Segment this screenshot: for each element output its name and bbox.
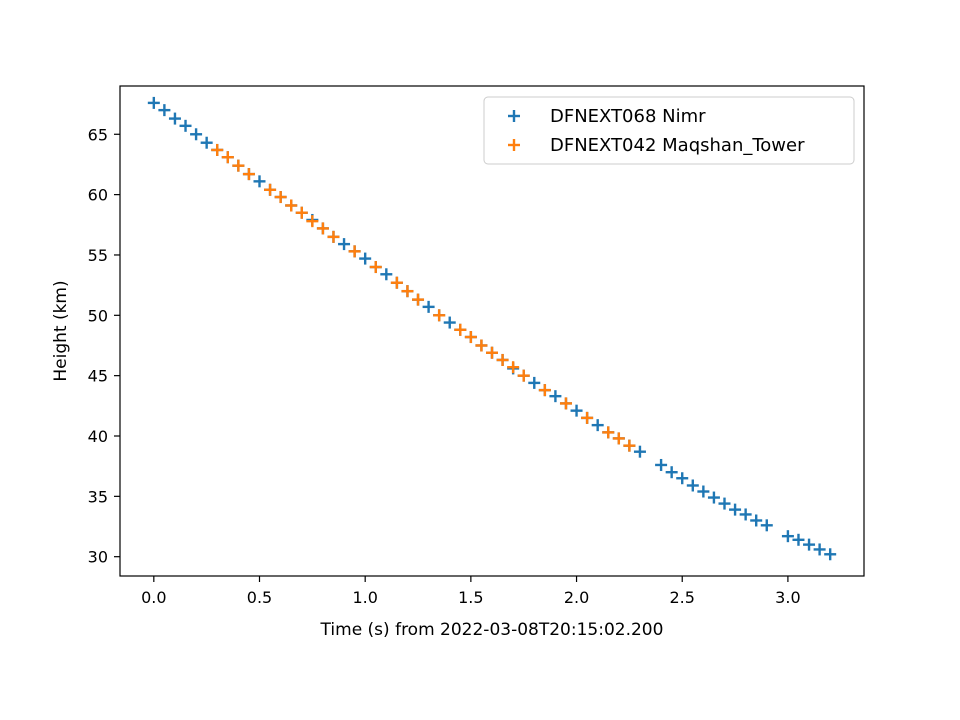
x-tick-label: 2.5 [670, 588, 695, 607]
legend: DFNEXT068 Nimr DFNEXT042 Maqshan_Tower [483, 96, 855, 165]
data-point [655, 458, 668, 471]
legend-label: DFNEXT068 Nimr [550, 106, 706, 127]
data-point [412, 293, 425, 306]
data-point [729, 503, 742, 516]
data-point [232, 159, 245, 172]
data-point [221, 151, 234, 164]
data-point [707, 491, 720, 504]
data-point [179, 119, 192, 132]
data-point [581, 411, 594, 424]
y-tick-label: 50 [88, 306, 108, 325]
data-point [433, 309, 446, 322]
x-tick-label: 1.0 [352, 588, 377, 607]
data-point [760, 519, 773, 532]
data-point [676, 472, 689, 485]
data-point [559, 397, 572, 410]
data-point [158, 104, 171, 117]
y-tick-label: 30 [88, 548, 108, 567]
y-axis-label: Height (km) [51, 280, 71, 381]
legend-entry: DFNEXT042 Maqshan_Tower [508, 135, 805, 156]
legend-entry: DFNEXT068 Nimr [508, 106, 706, 127]
data-point [824, 548, 837, 561]
data-point [338, 238, 351, 251]
data-point [242, 168, 255, 181]
x-tick-label: 0.0 [141, 588, 166, 607]
legend-marker [508, 110, 520, 122]
data-point [168, 112, 181, 125]
data-point [443, 316, 456, 329]
y-axis-ticks: 30 35 40 45 50 55 60 65 [88, 125, 120, 567]
y-tick-label: 65 [88, 125, 108, 144]
data-point [211, 143, 224, 156]
data-point [549, 390, 562, 403]
legend-box [483, 96, 855, 165]
data-point [486, 346, 498, 359]
data-point [327, 230, 340, 243]
x-axis-ticks: 0.0 0.5 1.0 1.5 2.0 2.5 3.0 [141, 576, 801, 607]
data-point [369, 261, 382, 274]
data-point [253, 175, 266, 188]
data-point [200, 136, 213, 149]
x-tick-label: 1.5 [458, 588, 483, 607]
data-point [264, 183, 277, 196]
data-point [591, 419, 604, 432]
data-point [612, 432, 625, 445]
plot-frame [119, 85, 865, 577]
data-point [285, 199, 298, 212]
data-point [475, 339, 488, 352]
data-point [422, 300, 435, 313]
data-point [792, 533, 805, 546]
data-point [496, 353, 509, 366]
data-point [750, 514, 763, 527]
data-point [781, 530, 794, 543]
data-point [517, 369, 530, 382]
data-point [390, 276, 403, 289]
data-point [538, 384, 551, 397]
y-tick-label: 60 [88, 186, 108, 205]
data-point [507, 361, 520, 374]
data-point [295, 206, 308, 219]
data-point [665, 466, 678, 479]
data-point [348, 245, 361, 258]
data-markers [147, 96, 837, 561]
data-point [813, 543, 826, 556]
data-point [454, 323, 467, 336]
data-point [739, 508, 752, 521]
data-point [602, 426, 615, 439]
data-point [380, 268, 393, 281]
data-point [718, 497, 731, 510]
data-point [623, 439, 636, 452]
series-2 [211, 143, 636, 452]
data-point [697, 485, 710, 498]
data-point [528, 376, 541, 389]
x-tick-label: 3.0 [775, 588, 800, 607]
data-point [633, 445, 646, 458]
data-point [190, 128, 203, 141]
data-point [316, 222, 329, 235]
x-tick-label: 0.5 [247, 588, 272, 607]
data-point [147, 96, 160, 109]
plot-area [120, 86, 864, 576]
y-tick-label: 55 [88, 246, 108, 265]
data-point [306, 215, 319, 228]
x-axis-label: Time (s) from 2022-03-08T20:15:02.200 [320, 620, 664, 640]
legend-marker [508, 139, 520, 151]
x-tick-label: 2.0 [564, 588, 589, 607]
data-point [570, 404, 583, 417]
data-point [803, 538, 816, 551]
data-point [274, 191, 287, 204]
data-point [401, 285, 414, 298]
y-tick-label: 45 [88, 367, 108, 386]
data-point [359, 252, 372, 265]
data-point [464, 331, 477, 344]
data-point [686, 479, 699, 492]
y-tick-label: 40 [88, 427, 108, 446]
legend-label: DFNEXT042 Maqshan_Tower [550, 135, 805, 156]
y-tick-label: 35 [88, 487, 108, 506]
